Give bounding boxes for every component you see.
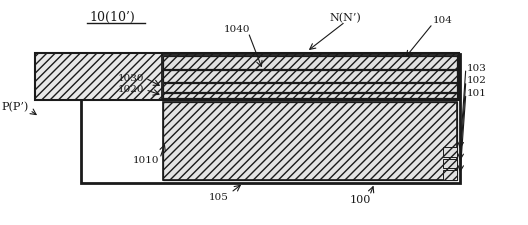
Bar — [163, 70, 457, 82]
Bar — [442, 170, 457, 180]
Text: 100: 100 — [350, 195, 371, 205]
Text: 101: 101 — [467, 89, 487, 98]
Text: N(N’): N(N’) — [329, 13, 361, 23]
Bar — [163, 93, 457, 98]
Bar — [34, 53, 459, 100]
Bar — [163, 102, 457, 180]
Bar — [163, 102, 457, 180]
Bar — [442, 147, 457, 157]
Bar — [162, 55, 458, 99]
Text: 10(10’): 10(10’) — [89, 11, 135, 24]
Text: 1030: 1030 — [118, 74, 144, 83]
Bar — [442, 159, 457, 168]
Text: P(P’): P(P’) — [2, 102, 29, 112]
Text: 102: 102 — [467, 76, 487, 86]
Bar — [34, 53, 459, 100]
Text: 1040: 1040 — [223, 25, 250, 34]
Bar — [163, 83, 457, 92]
Text: 1020: 1020 — [118, 85, 144, 94]
Bar — [81, 54, 460, 183]
Text: 104: 104 — [433, 16, 452, 25]
Text: 103: 103 — [467, 64, 487, 73]
Bar — [163, 56, 457, 69]
Text: 1010: 1010 — [133, 156, 159, 165]
Text: 105: 105 — [209, 193, 229, 202]
